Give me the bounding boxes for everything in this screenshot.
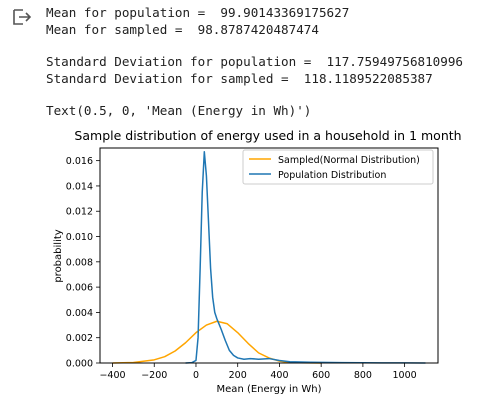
y-tick-label: 0.008 <box>66 257 93 268</box>
legend-box <box>242 149 434 185</box>
output-line-mean-population: Mean for population = 99.90143369175627 <box>46 5 350 20</box>
legend-label-sampled: Sampled(Normal Distribution) <box>278 155 420 166</box>
output-line-std-sampled: Standard Deviation for sampled = 118.118… <box>46 71 433 86</box>
output-line-text-repr: Text(0.5, 0, 'Mean (Energy in Wh)') <box>46 103 312 118</box>
legend: Sampled(Normal Distribution) Population … <box>242 149 434 185</box>
series-line-sampled <box>112 320 322 364</box>
x-tick-label: 0 <box>193 370 199 381</box>
x-tick-label: 1000 <box>393 370 417 381</box>
x-tick-label: 400 <box>270 370 288 381</box>
output-line-mean-sampled: Mean for sampled = 98.8787420487474 <box>46 22 319 37</box>
x-tick-label: 200 <box>229 370 247 381</box>
y-tick-label: 0.010 <box>66 232 93 243</box>
x-tick-label: −200 <box>141 370 167 381</box>
series-line-population <box>185 151 426 364</box>
console-output: Mean for population = 99.90143369175627 M… <box>46 4 463 119</box>
x-tick-label: 600 <box>312 370 330 381</box>
y-axis-label: probability <box>53 229 64 282</box>
y-tick-label: 0.012 <box>66 207 93 218</box>
y-tick-label: 0.014 <box>66 181 93 192</box>
y-tick-label: 0.016 <box>66 156 93 167</box>
x-tick-label: 800 <box>354 370 372 381</box>
y-tick-label: 0.006 <box>66 283 93 294</box>
legend-label-population: Population Distribution <box>278 170 386 181</box>
x-axis-label: Mean (Energy in Wh) <box>217 384 322 395</box>
y-tick-label: 0.004 <box>66 308 93 319</box>
x-tick-label: −400 <box>99 370 125 381</box>
plot-frame <box>99 147 439 364</box>
y-tick-label: 0.002 <box>66 333 93 344</box>
energy-distribution-chart: Sample distribution of energy used in a … <box>53 128 462 395</box>
chart-title: Sample distribution of energy used in a … <box>74 128 461 143</box>
output-arrow-icon <box>12 8 32 26</box>
output-line-std-population: Standard Deviation for population = 117.… <box>46 54 464 69</box>
y-tick-label: 0.000 <box>66 359 93 370</box>
